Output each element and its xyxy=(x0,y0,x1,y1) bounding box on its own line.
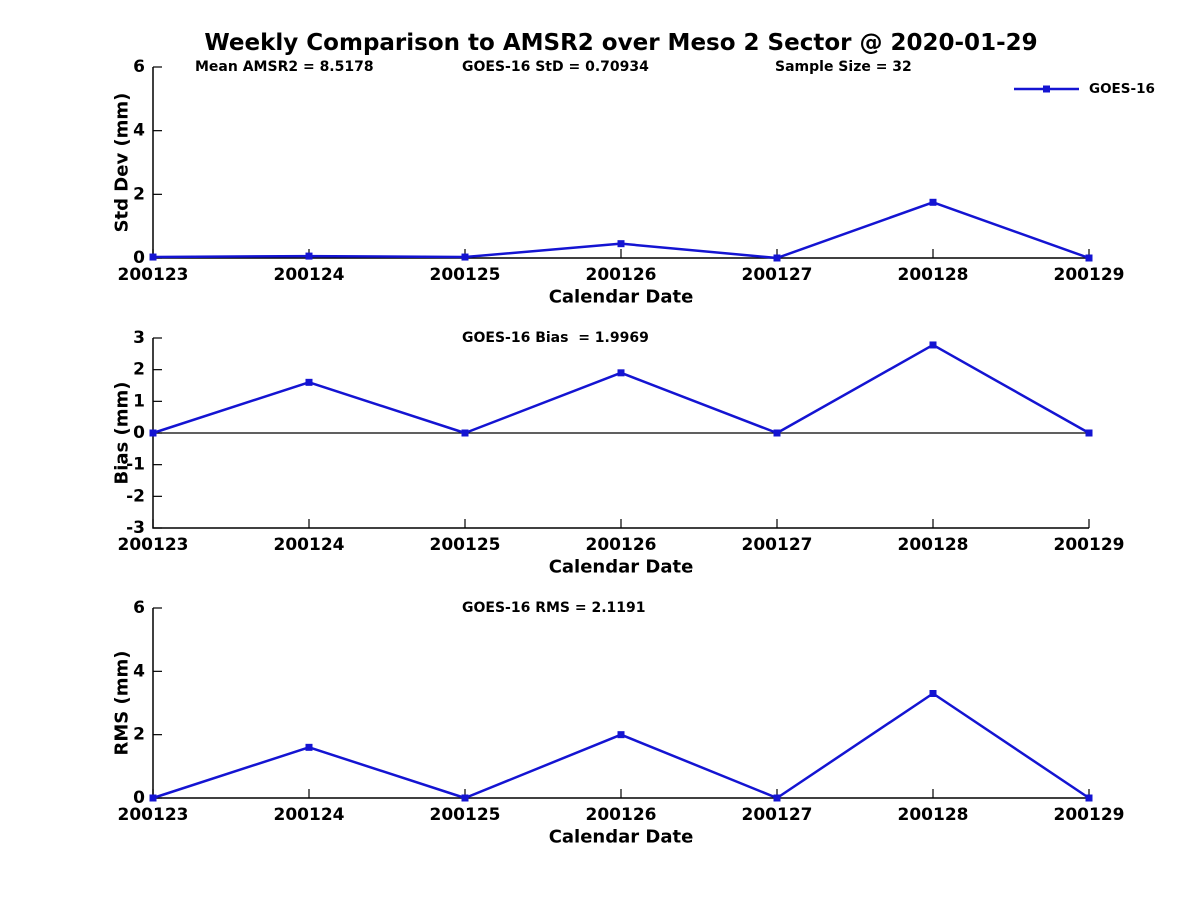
data-point-marker xyxy=(773,254,781,262)
x-tick-label: 200128 xyxy=(898,805,969,825)
chart-title: Weekly Comparison to AMSR2 over Meso 2 S… xyxy=(204,30,1038,56)
axis-lines xyxy=(152,67,1089,259)
data-point-marker xyxy=(305,378,313,386)
x-tick-label: 200125 xyxy=(430,535,501,555)
y-tick-label: 2 xyxy=(133,184,145,204)
annotation: Mean AMSR2 = 8.5178 xyxy=(195,59,374,75)
data-point-marker xyxy=(617,731,625,739)
y-tick-label: 6 xyxy=(133,598,145,618)
data-point-marker xyxy=(617,369,625,377)
legend-marker-icon xyxy=(1043,85,1050,93)
data-point-marker xyxy=(461,794,469,802)
x-tick-label: 200125 xyxy=(430,265,501,285)
y-tick-label: 2 xyxy=(133,360,145,380)
annotation: Sample Size = 32 xyxy=(775,59,912,75)
data-point-marker xyxy=(305,252,313,260)
y-tick-label: -3 xyxy=(126,518,145,538)
data-point-marker xyxy=(461,429,469,437)
annotation: GOES-16 Bias = 1.9969 xyxy=(462,330,649,346)
y-axis-label: RMS (mm) xyxy=(112,651,133,756)
data-point-marker xyxy=(149,429,157,437)
y-tick-label: 1 xyxy=(133,391,145,411)
x-tick-label: 200126 xyxy=(586,265,657,285)
legend-label: GOES-16 xyxy=(1089,81,1155,97)
x-axis-label: Calendar Date xyxy=(549,557,694,578)
x-tick-label: 200123 xyxy=(118,265,189,285)
subplot-std_dev: 0 2 4 6 200123 200124 200125 200126 200127 200128… xyxy=(112,57,1125,308)
y-tick-label: 6 xyxy=(133,57,145,77)
data-point-marker xyxy=(305,743,313,751)
x-tick-label: 200125 xyxy=(430,805,501,825)
y-axis-label: Std Dev (mm) xyxy=(112,93,133,233)
x-tick-label: 200127 xyxy=(742,535,813,555)
x-tick-label: 200129 xyxy=(1054,805,1125,825)
x-tick-label: 200126 xyxy=(586,805,657,825)
data-point-marker xyxy=(929,341,937,349)
data-point-marker xyxy=(1085,794,1093,802)
annotation: GOES-16 StD = 0.70934 xyxy=(462,59,649,75)
x-tick-label: 200127 xyxy=(742,805,813,825)
data-point-marker xyxy=(773,794,781,802)
x-tick-label: 200126 xyxy=(586,535,657,555)
y-tick-label: 0 xyxy=(133,248,145,268)
x-axis-label: Calendar Date xyxy=(549,827,694,848)
legend: GOES-16 xyxy=(1013,81,1155,97)
legend-line-icon xyxy=(1014,85,1079,93)
data-point-marker xyxy=(617,240,625,248)
data-point-marker xyxy=(1085,254,1093,262)
data-point-marker xyxy=(929,690,937,697)
x-tick-label: 200123 xyxy=(118,535,189,555)
y-axis-label: Bias (mm) xyxy=(112,382,133,485)
data-line xyxy=(152,343,1090,435)
y-tick-label: 4 xyxy=(133,121,145,141)
annotation: GOES-16 RMS = 2.1191 xyxy=(462,600,646,616)
x-tick-label: 200124 xyxy=(274,535,345,555)
x-tick-label: 200129 xyxy=(1054,535,1125,555)
y-tick-label: 3 xyxy=(133,328,145,348)
x-tick-label: 200123 xyxy=(118,805,189,825)
x-tick-label: 200129 xyxy=(1054,265,1125,285)
data-line xyxy=(152,692,1090,800)
data-point-marker xyxy=(461,253,469,261)
x-tick-label: 200124 xyxy=(274,265,345,285)
y-tick-label: -2 xyxy=(126,486,145,506)
subplot-bias: -3 -2 -1 0 1 2 3 200123 200124 200125 200126 200127… xyxy=(112,328,1125,578)
y-tick-label: 2 xyxy=(133,725,145,745)
data-point-marker xyxy=(149,253,157,261)
x-axis-label: Calendar Date xyxy=(549,287,694,308)
data-point-marker xyxy=(1085,429,1093,437)
y-tick-label: 0 xyxy=(133,788,145,808)
x-tick-label: 200128 xyxy=(898,535,969,555)
y-tick-label: 4 xyxy=(133,661,145,681)
data-point-marker xyxy=(149,794,157,802)
subplot-rms: 0 2 4 6 200123 200124 200125 200126 200127 200128… xyxy=(112,598,1125,848)
x-tick-label: 200128 xyxy=(898,265,969,285)
data-point-marker xyxy=(929,198,937,206)
y-tick-label: 0 xyxy=(133,423,145,443)
x-tick-label: 200127 xyxy=(742,265,813,285)
y-tick-label: -1 xyxy=(126,455,145,475)
data-point-marker xyxy=(773,429,781,437)
x-tick-label: 200124 xyxy=(274,805,345,825)
